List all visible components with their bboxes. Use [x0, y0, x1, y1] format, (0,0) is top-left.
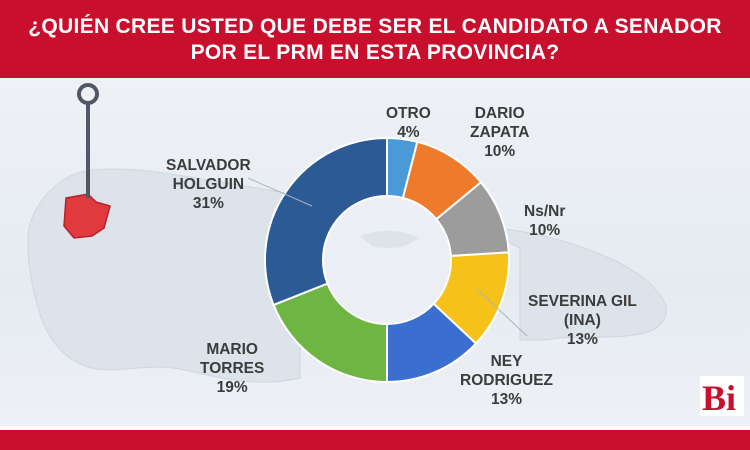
page-title: ¿QUIÉN CREE USTED QUE DEBE SER EL CANDID… [28, 15, 722, 64]
donut-slice-salvador-holguin [264, 136, 388, 307]
map-silhouette-east [479, 227, 667, 341]
footer-bar [0, 430, 750, 450]
slice-label-severina-gil: SEVERINA GIL (INA) 13% [528, 293, 637, 348]
header-bar: ¿QUIÉN CREE USTED QUE DEBE SER EL CANDID… [0, 0, 750, 78]
map-pin-head [77, 83, 99, 105]
highlighted-province [63, 193, 111, 239]
slice-label-mario-torres: MARIO TORRES 19% [200, 341, 265, 396]
brand-logo: Bi [700, 376, 744, 416]
donut-hole [324, 197, 450, 323]
slice-label-salvador-holguin: SALVADOR HOLGUIN 31% [166, 157, 251, 212]
slice-label-otro: OTRO 4% [386, 105, 431, 141]
slice-label-dario-zapata: DARIO ZAPATA 10% [470, 105, 530, 160]
slice-label-ney-rodriguez: NEY RODRIGUEZ 13% [460, 353, 553, 408]
leader-line-severina [477, 289, 528, 337]
footer-divider [0, 426, 750, 430]
leader-line-salvador [247, 177, 313, 207]
brand-logo-text: Bi [702, 378, 736, 416]
slice-label-ns-nr: Ns/Nr 10% [524, 203, 566, 239]
donut-chart [264, 136, 510, 384]
chart-canvas [27, 83, 667, 384]
